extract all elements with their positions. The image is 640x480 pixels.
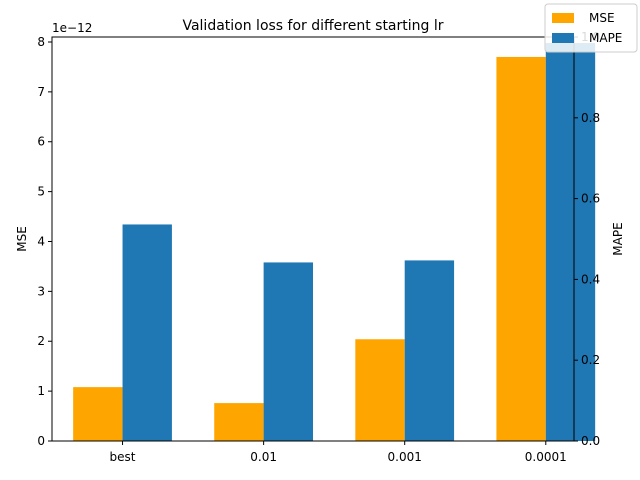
x-tick-label: best: [110, 450, 136, 464]
legend-swatch-mape: [552, 33, 574, 43]
left-tick-label: 3: [37, 284, 45, 298]
bar-mape-0.001: [404, 260, 455, 441]
left-tick-label: 1: [37, 384, 45, 398]
bar-mape-0.0001: [545, 43, 596, 442]
right-tick-label: 0.8: [581, 111, 600, 125]
left-tick-label: 8: [37, 35, 45, 49]
x-tick-label: 0.001: [388, 450, 422, 464]
right-tick-label: 0.2: [581, 353, 600, 367]
left-axis-offset-label: 1e−12: [52, 21, 92, 35]
legend: MSE MAPE: [544, 3, 638, 53]
right-tick-label: 0.0: [581, 434, 600, 448]
left-axis-label: MSE: [15, 226, 29, 252]
left-tick-label: 5: [37, 185, 45, 199]
bar-mse-best: [73, 387, 123, 441]
left-tick-label: 7: [37, 85, 45, 99]
left-axis-ticks: 0 1 2 3 4 5 6 7 8: [37, 35, 52, 448]
x-tick-label: 0.0001: [525, 450, 567, 464]
right-tick-label: 0.6: [581, 192, 600, 206]
left-tick-label: 2: [37, 334, 45, 348]
bar-mape-best: [122, 224, 172, 441]
chart-title: Validation loss for different starting l…: [182, 18, 443, 34]
bar-mse-0.0001: [496, 56, 546, 441]
legend-swatch-mse: [552, 13, 574, 23]
bar-mse-0.001: [355, 339, 405, 441]
x-tick-label: 0.01: [250, 450, 277, 464]
bar-mse-0.01: [214, 403, 264, 441]
bar-mape-0.01: [263, 262, 313, 441]
right-axis-label: MAPE: [611, 222, 625, 255]
legend-label-mse: MSE: [589, 11, 615, 25]
bars-group: [73, 43, 596, 442]
left-tick-label: 6: [37, 135, 45, 149]
left-tick-label: 0: [37, 434, 45, 448]
legend-label-mape: MAPE: [589, 31, 622, 45]
left-tick-label: 4: [37, 234, 45, 248]
x-axis-ticks: best 0.01 0.001 0.0001: [110, 441, 567, 464]
plot-frame: [51, 36, 575, 442]
right-tick-label: 0.4: [581, 272, 600, 286]
